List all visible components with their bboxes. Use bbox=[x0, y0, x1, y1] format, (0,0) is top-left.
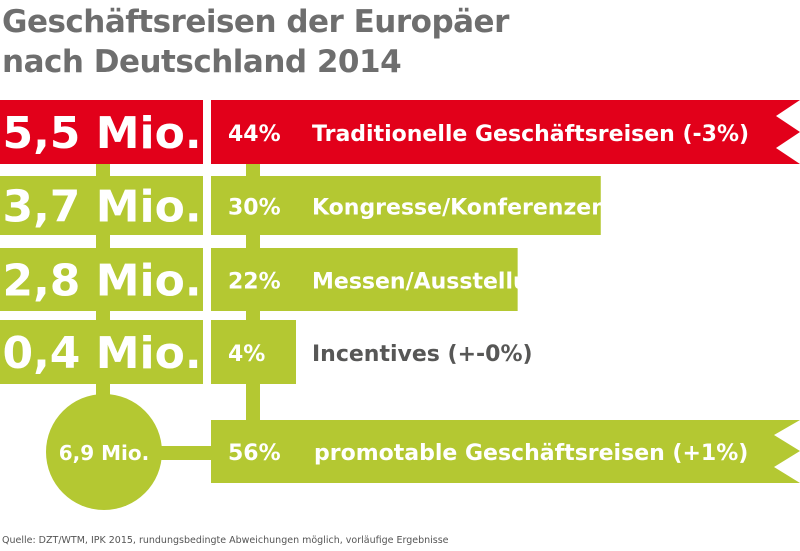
total-category-label: promotable Geschäftsreisen (+1%) bbox=[314, 441, 748, 466]
total-bar bbox=[211, 420, 800, 483]
value-label: 0,4 Mio. bbox=[2, 328, 201, 379]
category-bar bbox=[211, 320, 296, 384]
category-label: Traditionelle Geschäftsreisen (-3%) bbox=[312, 122, 749, 147]
total-value-label: 6,9 Mio. bbox=[59, 441, 150, 465]
category-bar bbox=[211, 100, 800, 164]
category-label: Incentives (+-0%) bbox=[312, 342, 533, 367]
category-label: Kongresse/Konferenzen (+5%) bbox=[312, 196, 690, 221]
value-box bbox=[0, 100, 203, 164]
connector-total bbox=[150, 446, 214, 460]
value-box bbox=[0, 176, 203, 235]
percent-label: 22% bbox=[228, 270, 281, 295]
category-bar bbox=[211, 248, 518, 311]
percent-label: 30% bbox=[228, 196, 281, 221]
percent-label: 44% bbox=[228, 122, 281, 147]
total-percent-label: 56% bbox=[228, 441, 281, 466]
value-label: 5,5 Mio. bbox=[2, 108, 201, 159]
category-label: Messen/Ausstellungen (-3%) bbox=[312, 270, 665, 295]
value-label: 2,8 Mio. bbox=[2, 256, 201, 307]
value-box bbox=[0, 248, 203, 311]
value-box bbox=[0, 320, 203, 384]
source-note: Quelle: DZT/WTM, IPK 2015, rundungsbedin… bbox=[2, 535, 449, 546]
title-line-1: Geschäftsreisen der Europäer bbox=[2, 4, 509, 40]
title-line-2: nach Deutschland 2014 bbox=[2, 44, 402, 80]
category-bar bbox=[211, 176, 601, 235]
value-label: 3,7 Mio. bbox=[2, 182, 201, 233]
percent-label: 4% bbox=[228, 342, 265, 367]
total-circle bbox=[46, 394, 162, 510]
page-title: Geschäftsreisen der Europäer nach Deutsc… bbox=[2, 2, 562, 82]
